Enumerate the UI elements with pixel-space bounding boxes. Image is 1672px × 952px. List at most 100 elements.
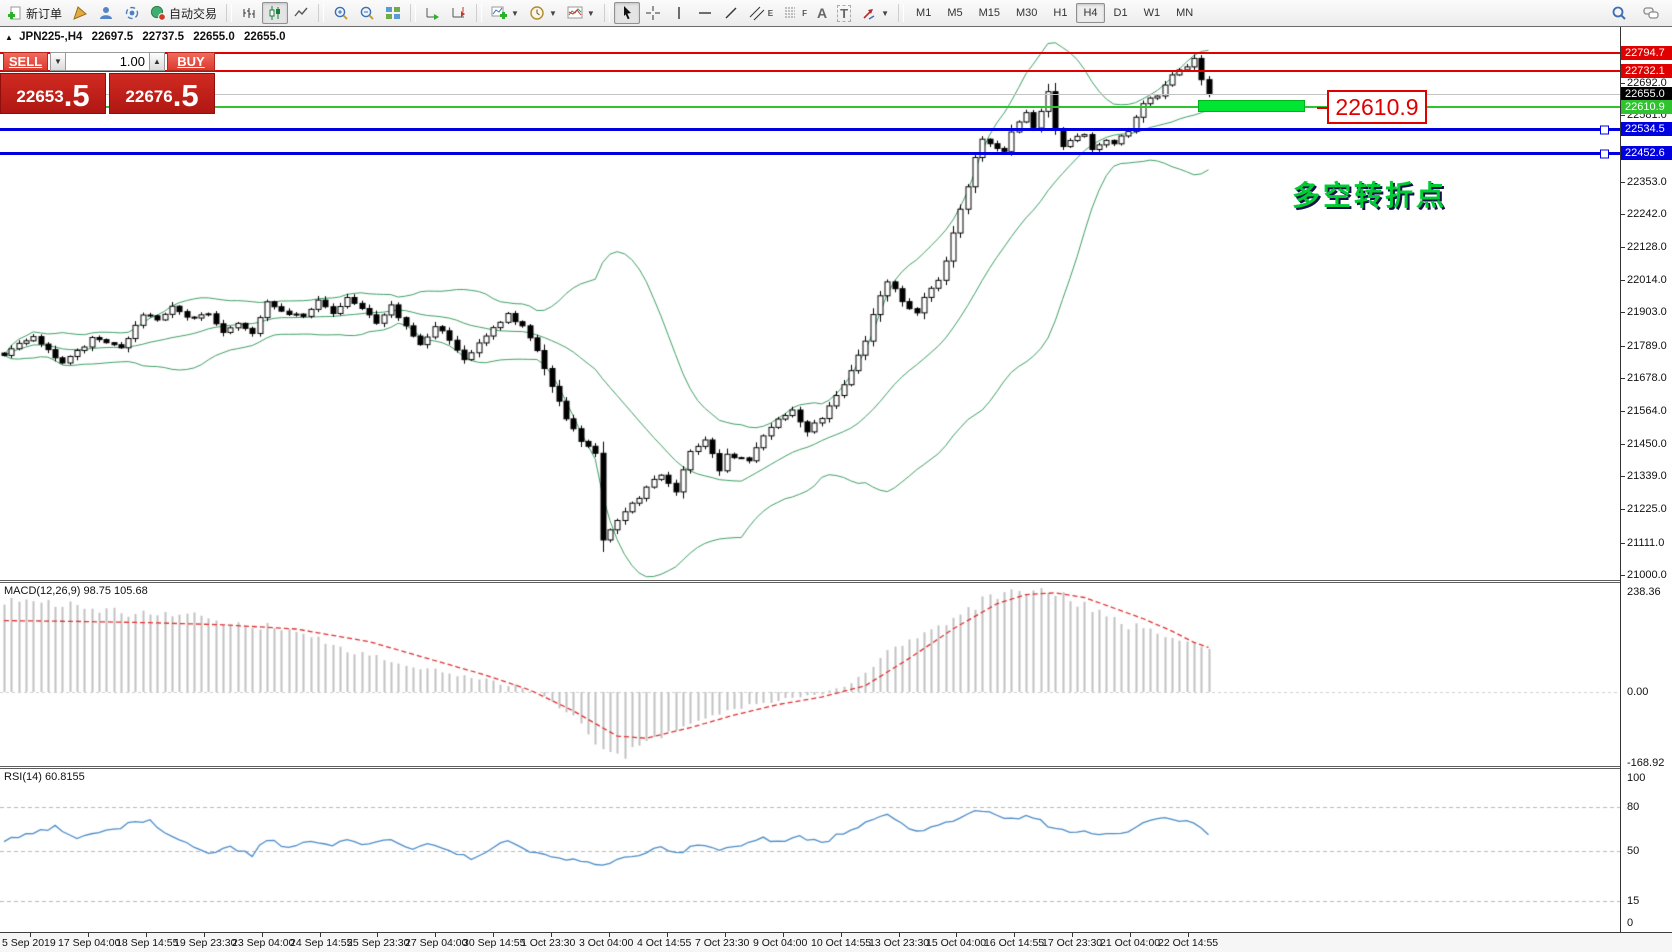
rsi-axis-label: 100	[1627, 772, 1646, 784]
panel-splitter[interactable]	[0, 766, 1672, 769]
price-level-callout[interactable]: 22610.9	[1317, 90, 1427, 124]
price-tick-mark	[1621, 246, 1625, 248]
periods-button[interactable]: ▼	[524, 2, 562, 24]
price-tick-label: 21225.0	[1627, 503, 1667, 516]
indicators-button[interactable]: ▼	[486, 2, 524, 24]
date-tick-mark	[493, 933, 494, 937]
text-tool-button[interactable]: A	[812, 2, 832, 24]
price-tick-label: 22242.0	[1627, 207, 1667, 220]
timeframe-d1-button[interactable]: D1	[1107, 3, 1135, 23]
arrows-icon	[861, 5, 877, 21]
arrows-tool-button[interactable]: ▼	[856, 2, 894, 24]
date-tick-mark	[667, 933, 668, 937]
buy-price-box[interactable]: 22676 .5	[109, 73, 215, 114]
zoom-in-button[interactable]	[328, 2, 354, 24]
bar-chart-mode-button[interactable]	[236, 2, 262, 24]
price-tick-mark	[1621, 509, 1625, 511]
timeframe-m1-button[interactable]: M1	[909, 3, 938, 23]
rsi-axis-label: 80	[1627, 801, 1640, 813]
sell-price-box[interactable]: 22653 .5	[0, 73, 106, 114]
timeframe-m15-button[interactable]: M15	[972, 3, 1007, 23]
line-chart-mode-button[interactable]	[288, 2, 314, 24]
timeframe-w1-button[interactable]: W1	[1137, 3, 1168, 23]
chat-button[interactable]	[1638, 2, 1664, 24]
timeframe-m30-button[interactable]: M30	[1009, 3, 1044, 23]
macd-panel-canvas[interactable]	[0, 583, 1620, 766]
broadcast-button[interactable]	[119, 2, 145, 24]
fibonacci-icon	[783, 5, 799, 21]
trendline-tool-button[interactable]	[718, 2, 744, 24]
equidistant-channel-tool-button[interactable]: E	[744, 2, 778, 24]
time-scale[interactable]: 5 Sep 2019 17 Sep 04:00 18 Sep 14:55 19 Sep…	[0, 933, 1672, 952]
date-label: 22 Oct 14:55	[1158, 937, 1219, 949]
line-drag-handle[interactable]	[1600, 149, 1609, 158]
profile-button[interactable]	[93, 2, 119, 24]
buy-button[interactable]: BUY	[167, 52, 215, 71]
timeframe-h4-button[interactable]: H4	[1076, 3, 1105, 23]
hline-resistance-line-1[interactable]	[0, 52, 1620, 54]
date-label: 30 Sep 14:55	[463, 937, 526, 949]
template-icon	[567, 5, 583, 21]
rsi-panel-canvas[interactable]	[0, 769, 1620, 932]
rsi-axis-label: 0	[1627, 917, 1634, 929]
tile-windows-icon	[385, 5, 401, 21]
zoom-in-icon	[333, 5, 349, 21]
broadcast-icon	[124, 5, 140, 21]
hline-support-line-2[interactable]	[0, 149, 1620, 158]
chart-shift-button[interactable]	[446, 2, 472, 24]
algo-trading-button[interactable]: 自动交易	[145, 2, 222, 24]
zoom-out-button[interactable]	[354, 2, 380, 24]
symbol-marker-icon: ▲	[5, 33, 13, 42]
label-tool-button[interactable]: T	[832, 2, 856, 24]
horizontal-line-icon	[697, 5, 713, 21]
line-drag-handle[interactable]	[1600, 125, 1609, 134]
new-order-button[interactable]: 新订单	[2, 2, 67, 24]
templates-button[interactable]: ▼	[562, 2, 600, 24]
timeframe-m5-button[interactable]: M5	[940, 3, 969, 23]
price-marker-22452.6: 22452.6	[1621, 145, 1672, 160]
hline-support-line-1[interactable]	[0, 125, 1620, 134]
date-label: 15 Oct 04:00	[926, 937, 987, 949]
cursor-tool-button[interactable]	[613, 2, 640, 24]
price-scale[interactable]: 22692.0 22581.0 22353.0 22242.0 22128.0 22014…	[1620, 27, 1672, 932]
date-label: 9 Oct 04:00	[753, 937, 808, 949]
hline-resistance-line-2[interactable]	[0, 70, 1620, 72]
toolbar-separator	[410, 4, 417, 22]
volume-input[interactable]	[65, 52, 150, 71]
fibonacci-tool-button[interactable]: F	[778, 2, 812, 24]
price-tick-mark	[1621, 444, 1625, 446]
volume-up-button[interactable]: ▲	[149, 52, 165, 71]
sell-button[interactable]: SELL	[3, 52, 48, 71]
turning-point-annotation[interactable]: 多空转折点	[1292, 180, 1448, 211]
date-label: 17 Oct 23:30	[1042, 937, 1103, 949]
timeframe-mn-button[interactable]: MN	[1169, 3, 1200, 23]
hline-pivot-line-green[interactable]	[0, 106, 1620, 108]
toolbar-separator	[318, 4, 325, 22]
date-label: 13 Oct 23:30	[869, 937, 930, 949]
volume-down-button[interactable]: ▼	[50, 52, 66, 71]
text-tool-icon: A	[817, 5, 828, 21]
gold-pointer-icon	[72, 5, 88, 21]
price-tick-mark	[1621, 410, 1625, 412]
price-tick-label: 21450.0	[1627, 438, 1667, 451]
green-highlight-bar[interactable]	[1198, 100, 1305, 112]
search-button[interactable]	[1606, 2, 1632, 24]
candlestick-mode-button[interactable]	[262, 2, 289, 24]
price-tick-label: 21789.0	[1627, 339, 1667, 352]
auto-scroll-button[interactable]	[420, 2, 446, 24]
vertical-line-tool-button[interactable]	[666, 2, 692, 24]
hline-current-price-line[interactable]	[0, 94, 1620, 95]
toolbar-right	[1606, 2, 1670, 24]
tile-windows-button[interactable]	[380, 2, 406, 24]
date-label: 25 Sep 23:30	[347, 937, 410, 949]
bar-chart-icon	[241, 5, 257, 21]
panel-splitter[interactable]	[0, 580, 1672, 583]
horizontal-line-tool-button[interactable]	[692, 2, 718, 24]
date-label: 4 Oct 14:55	[637, 937, 692, 949]
date-tick-mark	[88, 933, 89, 937]
crosshair-tool-button[interactable]	[640, 2, 666, 24]
timeframe-h1-button[interactable]: H1	[1046, 3, 1074, 23]
chat-icon	[1643, 5, 1659, 21]
price-marker-22794.7: 22794.7	[1621, 46, 1672, 61]
gold-pointer-button[interactable]	[67, 2, 93, 24]
